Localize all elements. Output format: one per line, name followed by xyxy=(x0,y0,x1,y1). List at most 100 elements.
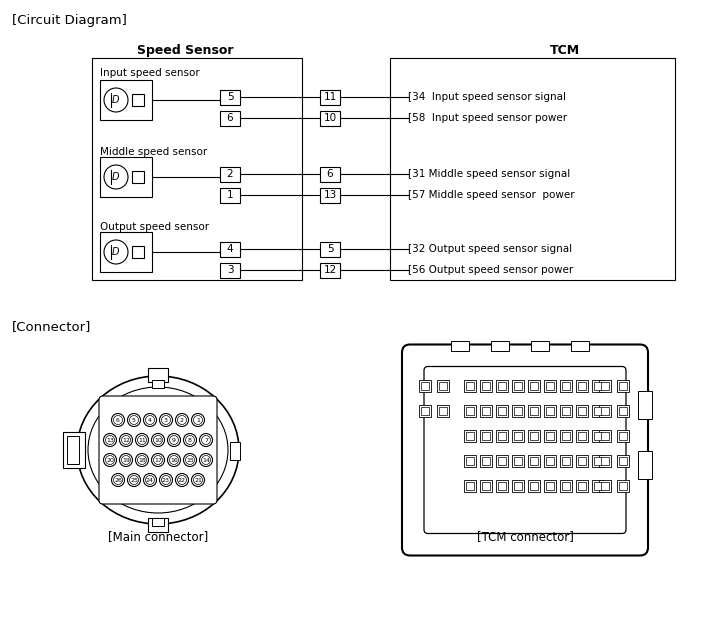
Circle shape xyxy=(193,415,203,424)
Text: D: D xyxy=(111,95,118,105)
Bar xyxy=(320,167,340,182)
Bar xyxy=(466,382,474,390)
Text: 23: 23 xyxy=(162,478,170,483)
Text: [32 Output speed sensor signal: [32 Output speed sensor signal xyxy=(408,244,572,254)
Bar xyxy=(451,340,469,351)
Bar xyxy=(482,382,490,390)
Bar xyxy=(594,407,602,415)
Circle shape xyxy=(146,415,154,424)
Bar xyxy=(482,407,490,415)
Bar xyxy=(594,382,602,390)
Bar xyxy=(528,405,540,417)
Bar xyxy=(619,457,627,465)
Circle shape xyxy=(114,475,123,485)
Bar xyxy=(466,407,474,415)
Bar xyxy=(562,482,570,490)
Bar xyxy=(544,480,556,492)
Bar xyxy=(482,432,490,440)
Bar xyxy=(530,457,538,465)
Bar xyxy=(560,380,572,392)
Bar xyxy=(152,380,164,388)
Bar xyxy=(464,480,476,492)
Bar xyxy=(571,340,589,351)
Bar xyxy=(560,405,572,417)
Bar xyxy=(514,382,522,390)
Bar xyxy=(132,94,144,106)
Bar xyxy=(496,480,508,492)
Bar xyxy=(480,405,492,417)
Bar xyxy=(498,407,506,415)
Circle shape xyxy=(130,475,139,485)
Bar xyxy=(619,382,627,390)
Bar xyxy=(576,455,588,467)
Bar xyxy=(546,382,554,390)
Text: [56 Output speed sensor power: [56 Output speed sensor power xyxy=(408,265,573,275)
Circle shape xyxy=(105,455,114,465)
Bar xyxy=(560,430,572,442)
Text: Input speed sensor: Input speed sensor xyxy=(100,68,200,78)
Bar xyxy=(514,432,522,440)
Circle shape xyxy=(151,434,165,447)
Bar xyxy=(578,382,586,390)
Text: 11: 11 xyxy=(138,437,146,442)
Bar xyxy=(498,482,506,490)
Bar xyxy=(546,457,554,465)
Bar xyxy=(498,457,506,465)
Bar xyxy=(594,432,602,440)
Text: 6: 6 xyxy=(226,113,233,123)
Text: 6: 6 xyxy=(327,169,333,179)
Bar xyxy=(576,430,588,442)
Bar xyxy=(512,380,524,392)
Text: 13: 13 xyxy=(106,437,114,442)
Circle shape xyxy=(200,453,212,466)
Bar xyxy=(148,368,168,382)
Bar xyxy=(496,380,508,392)
Bar xyxy=(592,430,604,442)
Bar xyxy=(419,380,431,392)
Circle shape xyxy=(154,435,163,445)
Bar xyxy=(320,262,340,277)
Text: 3: 3 xyxy=(164,417,168,422)
Bar xyxy=(562,432,570,440)
Bar xyxy=(421,382,429,390)
Bar xyxy=(498,432,506,440)
Text: Middle speed sensor: Middle speed sensor xyxy=(100,147,207,157)
Bar xyxy=(132,246,144,258)
Bar xyxy=(601,432,609,440)
Circle shape xyxy=(201,455,210,465)
Circle shape xyxy=(105,435,114,445)
Text: [Connector]: [Connector] xyxy=(12,320,91,333)
Bar xyxy=(512,455,524,467)
Text: 16: 16 xyxy=(170,458,178,463)
Bar xyxy=(63,432,85,468)
Text: 26: 26 xyxy=(114,478,122,483)
Circle shape xyxy=(170,435,179,445)
Text: 15: 15 xyxy=(186,458,194,463)
Bar xyxy=(220,262,240,277)
Bar xyxy=(482,482,490,490)
Bar xyxy=(530,482,538,490)
Bar xyxy=(100,80,152,120)
Circle shape xyxy=(175,414,189,427)
Circle shape xyxy=(104,240,128,264)
Circle shape xyxy=(104,434,116,447)
Text: 20: 20 xyxy=(106,458,114,463)
Circle shape xyxy=(177,415,186,424)
Circle shape xyxy=(201,435,210,445)
Bar xyxy=(480,455,492,467)
Bar xyxy=(599,455,611,467)
Circle shape xyxy=(170,455,179,465)
Circle shape xyxy=(168,453,180,466)
Bar xyxy=(546,407,554,415)
Bar xyxy=(546,482,554,490)
Bar xyxy=(638,451,652,479)
Bar xyxy=(619,407,627,415)
Bar xyxy=(544,430,556,442)
Circle shape xyxy=(191,414,205,427)
Bar xyxy=(466,432,474,440)
Bar xyxy=(592,455,604,467)
Bar xyxy=(320,241,340,256)
Text: 14: 14 xyxy=(202,458,210,463)
Circle shape xyxy=(121,435,130,445)
Text: 21: 21 xyxy=(194,478,202,483)
